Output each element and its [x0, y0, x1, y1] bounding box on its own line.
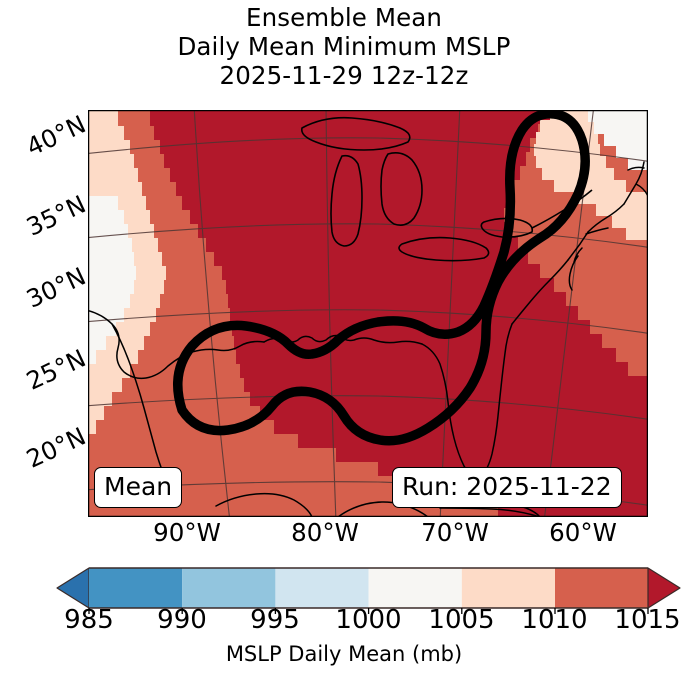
- lon-label-70w: 70°W: [421, 518, 489, 547]
- colorbar-tick-1000: 1000: [335, 605, 402, 635]
- title-line-1: Ensemble Mean: [246, 3, 442, 32]
- colorbar: 985 990 995 1000 1005 1010 1015 MSLP Dai…: [0, 560, 688, 674]
- colorbar-tick-1015: 1015: [614, 605, 681, 635]
- colorbar-under-arrow: [56, 567, 90, 609]
- lat-label-40n: 40°N: [21, 109, 91, 162]
- page-title: Ensemble Mean Daily Mean Minimum MSLP 20…: [0, 3, 688, 91]
- colorbar-tick-1010: 1010: [521, 605, 588, 635]
- colorbar-tick-985: 985: [64, 605, 114, 635]
- colorbar-tick-1005: 1005: [428, 605, 495, 635]
- colorbar-ticks: [88, 608, 649, 614]
- colorbar-tick-995: 995: [250, 605, 300, 635]
- colorbar-band-1010-1015: [555, 568, 648, 608]
- map-plot-area: [88, 110, 648, 517]
- colorbar-band-1000-1005: [368, 568, 462, 608]
- contour-band-near-white: [88, 110, 648, 364]
- mean-label-box: Mean: [94, 467, 183, 508]
- colorbar-tick-990: 990: [157, 605, 207, 635]
- colorbar-band-995-1000: [275, 568, 369, 608]
- lon-label-90w: 90°W: [153, 518, 221, 547]
- bold-contour-line: [173, 110, 590, 446]
- lat-label-30n: 30°N: [21, 261, 91, 314]
- colorbar-band-990-995: [182, 568, 276, 608]
- run-date-label-box: Run: 2025-11-22: [392, 467, 622, 508]
- title-line-2: Daily Mean Minimum MSLP: [177, 31, 511, 61]
- lon-label-80w: 80°W: [291, 518, 359, 547]
- lat-label-20n: 20°N: [21, 421, 91, 474]
- colorbar-band-1005-1010: [461, 568, 555, 608]
- lat-label-25n: 25°N: [21, 343, 91, 396]
- colorbar-svg: [56, 567, 681, 614]
- map-axes-spine: [88, 110, 648, 517]
- colorbar-over-arrow: [647, 567, 681, 609]
- title-line-3: 2025-11-29 12z-12z: [219, 60, 469, 90]
- colorbar-axis-label: MSLP Daily Mean (mb): [225, 642, 463, 666]
- map-svg: [88, 110, 648, 517]
- colorbar-band-985-990: [89, 568, 183, 608]
- lat-label-35n: 35°N: [21, 189, 91, 242]
- lon-label-60w: 60°W: [549, 518, 617, 547]
